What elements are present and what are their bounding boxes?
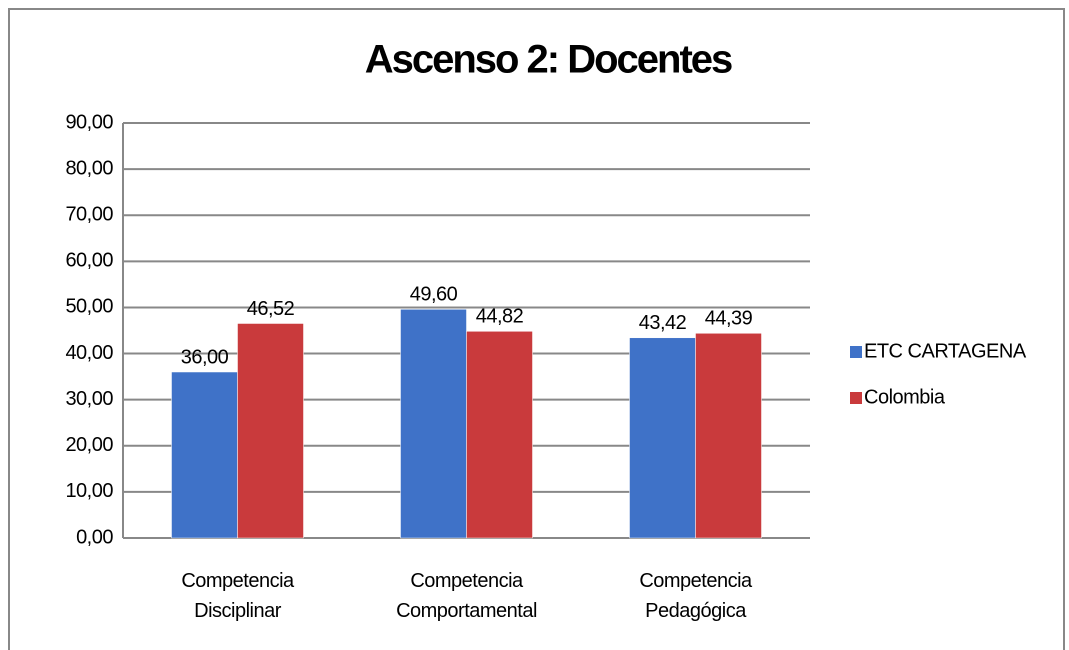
chart-frame: [8, 8, 1065, 650]
data-label: 44,39: [705, 308, 753, 330]
y-tick-label: 70,00: [65, 204, 113, 226]
bar: [237, 323, 304, 539]
x-tick-label: Competencia Disciplinar: [181, 570, 295, 622]
data-label: 43,42: [639, 312, 687, 334]
y-tick-label: 90,00: [65, 111, 113, 133]
y-tick-label: 80,00: [65, 157, 113, 179]
x-tick-label: Competencia Comportamental: [396, 570, 537, 622]
bar: [466, 331, 533, 539]
legend-label: Colombia: [864, 386, 946, 408]
x-tick-label: Competencia Pedagógica: [639, 570, 753, 622]
data-label: 49,60: [410, 284, 458, 306]
y-tick-label: 40,00: [65, 342, 113, 364]
data-label: 36,00: [181, 346, 229, 368]
bar: [695, 333, 762, 539]
y-tick-label: 20,00: [65, 434, 113, 456]
legend-label: ETC CARTAGENA: [864, 340, 1027, 362]
y-tick-label: 0,00: [76, 526, 113, 548]
legend-swatch: [850, 392, 862, 404]
data-label: 46,52: [247, 298, 295, 320]
chart-title: Ascenso 2: Docentes: [365, 38, 732, 82]
bar: [629, 337, 696, 539]
y-tick-label: 10,00: [65, 480, 113, 502]
bar: [400, 309, 467, 539]
y-tick-label: 50,00: [65, 296, 113, 318]
y-tick-label: 30,00: [65, 388, 113, 410]
bar: [171, 371, 238, 539]
data-label: 44,82: [476, 306, 524, 328]
legend-swatch: [850, 346, 862, 358]
y-tick-label: 60,00: [65, 250, 113, 272]
